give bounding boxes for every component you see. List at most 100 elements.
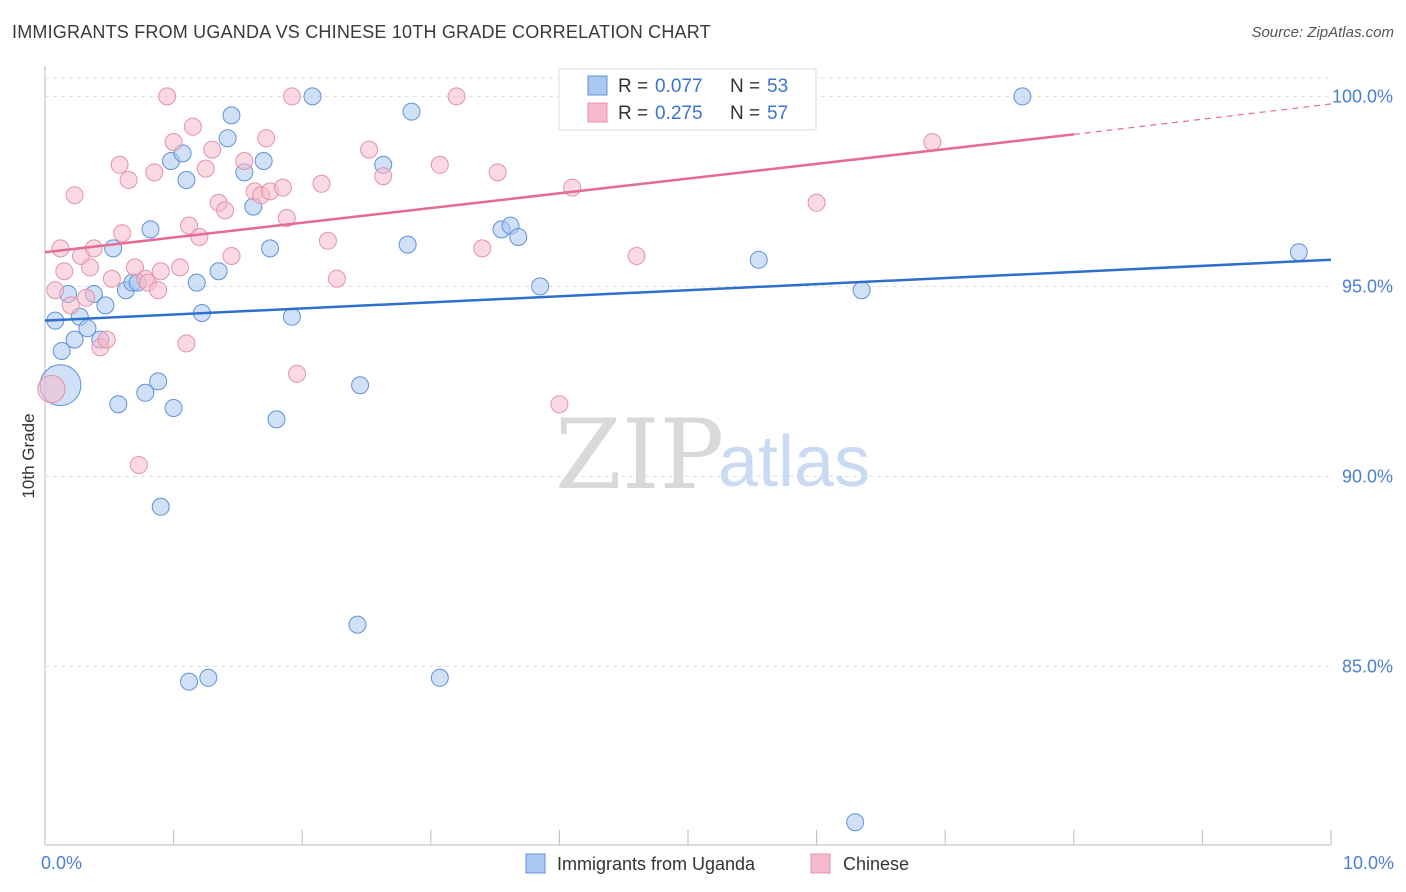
chinese-point (102, 269, 121, 288)
uganda-point (852, 281, 871, 300)
chinese-point (190, 228, 209, 246)
chinese-point (97, 330, 116, 349)
bottom-legend-swatch-chinese (810, 853, 831, 874)
chinese-trend-line (44, 133, 1074, 254)
uganda-point (141, 220, 160, 239)
uganda-point (52, 342, 71, 360)
uganda-point (402, 102, 421, 121)
uganda-point (164, 399, 183, 417)
chinese-point (374, 167, 393, 186)
chinese-point (149, 281, 168, 300)
uganda-point (351, 376, 370, 395)
uganda-point (109, 395, 128, 414)
chinese-point (273, 178, 292, 197)
chinese-point (55, 262, 74, 281)
chinese-point (807, 193, 826, 212)
uganda-point (149, 372, 168, 391)
chinese-point (277, 209, 296, 227)
uganda-point (261, 239, 280, 258)
chinese-point (216, 201, 235, 220)
chinese-point (257, 129, 276, 148)
chinese-point (282, 87, 301, 106)
stats-legend: R = 0.077 N = 53 R = 0.275 N = 57 (558, 68, 817, 131)
uganda-point (531, 277, 550, 296)
uganda-point (398, 235, 417, 254)
chinese-point (177, 334, 196, 353)
uganda-point (65, 330, 84, 349)
y-tick-label: 90.0% (1342, 466, 1393, 486)
bottom-legend-chinese: Chinese (843, 854, 909, 874)
chinese-point (550, 395, 569, 414)
chinese-point (164, 133, 183, 151)
chinese-point (145, 163, 164, 182)
y-axis-label: 10th Grade (19, 413, 38, 498)
source-credit: Source: ZipAtlas.com (1251, 24, 1394, 41)
legend-uganda-r-value: 0.077 (655, 76, 703, 97)
chinese-point (327, 269, 346, 288)
chinese-point (222, 247, 241, 265)
chinese-point (77, 288, 96, 307)
chinese-point (627, 247, 646, 265)
chinese-point (37, 374, 66, 404)
legend-uganda-n-value: 53 (767, 76, 788, 97)
uganda-point (96, 296, 115, 315)
chinese-point (51, 239, 70, 258)
uganda-point (151, 497, 170, 516)
bottom-legend-uganda: Immigrants from Uganda (557, 854, 756, 874)
uganda-point (303, 87, 322, 106)
uganda-point (199, 668, 218, 687)
chinese-point (183, 117, 202, 136)
legend-swatch-uganda (587, 75, 608, 96)
legend-chinese-n-label: N = (730, 103, 760, 124)
uganda-point (267, 410, 286, 429)
chinese-point (196, 159, 215, 178)
watermark-atlas: atlas (718, 422, 870, 502)
x-tick-label-min: 0.0% (41, 853, 82, 873)
series-legend: Immigrants from Uganda Chinese (525, 853, 909, 874)
chinese-point (318, 231, 337, 250)
chinese-point (473, 239, 492, 258)
chart-title: IMMIGRANTS FROM UGANDA VS CHINESE 10TH G… (12, 22, 711, 42)
uganda-point (222, 106, 241, 125)
legend-uganda-n-label: N = (730, 76, 760, 97)
uganda-point (254, 152, 273, 170)
chinese-point (360, 140, 379, 159)
chinese-point (235, 152, 254, 170)
uganda-point (187, 273, 206, 292)
chinese-trend-extension (1073, 103, 1332, 135)
uganda-trend-line (44, 258, 1332, 322)
trend-lines (44, 103, 1332, 322)
y-tick-label: 85.0% (1342, 656, 1393, 676)
legend-chinese-r-label: R = (618, 103, 648, 124)
chinese-point (488, 163, 507, 182)
chinese-point (312, 174, 331, 193)
chinese-point (447, 87, 466, 106)
chinese-point (430, 155, 449, 174)
chinese-point (110, 155, 129, 174)
chinese-point (113, 224, 132, 243)
chinese-point (65, 186, 84, 205)
uganda-point (509, 228, 528, 246)
legend-chinese-r-value: 0.275 (655, 103, 703, 124)
y-tick-label: 100.0% (1332, 86, 1393, 106)
uganda-point (218, 129, 237, 148)
chinese-point (119, 171, 138, 189)
chinese-point (46, 281, 65, 300)
chinese-point (203, 140, 222, 159)
uganda-point (348, 615, 367, 634)
uganda-point (846, 813, 865, 832)
chinese-point (171, 258, 190, 277)
uganda-point (749, 250, 768, 269)
chinese-point (180, 216, 199, 235)
watermark-zip: ZIP (555, 399, 724, 511)
chinese-point (129, 456, 148, 474)
uganda-point (1013, 87, 1032, 106)
chinese-point (158, 87, 177, 106)
uganda-point (177, 171, 196, 189)
y-tick-label: 95.0% (1342, 276, 1393, 296)
chinese-point (81, 258, 100, 277)
uganda-point (282, 307, 301, 326)
y-tick-labels: 100.0% 95.0% 90.0% 85.0% (1332, 86, 1393, 676)
uganda-point (1289, 243, 1308, 262)
